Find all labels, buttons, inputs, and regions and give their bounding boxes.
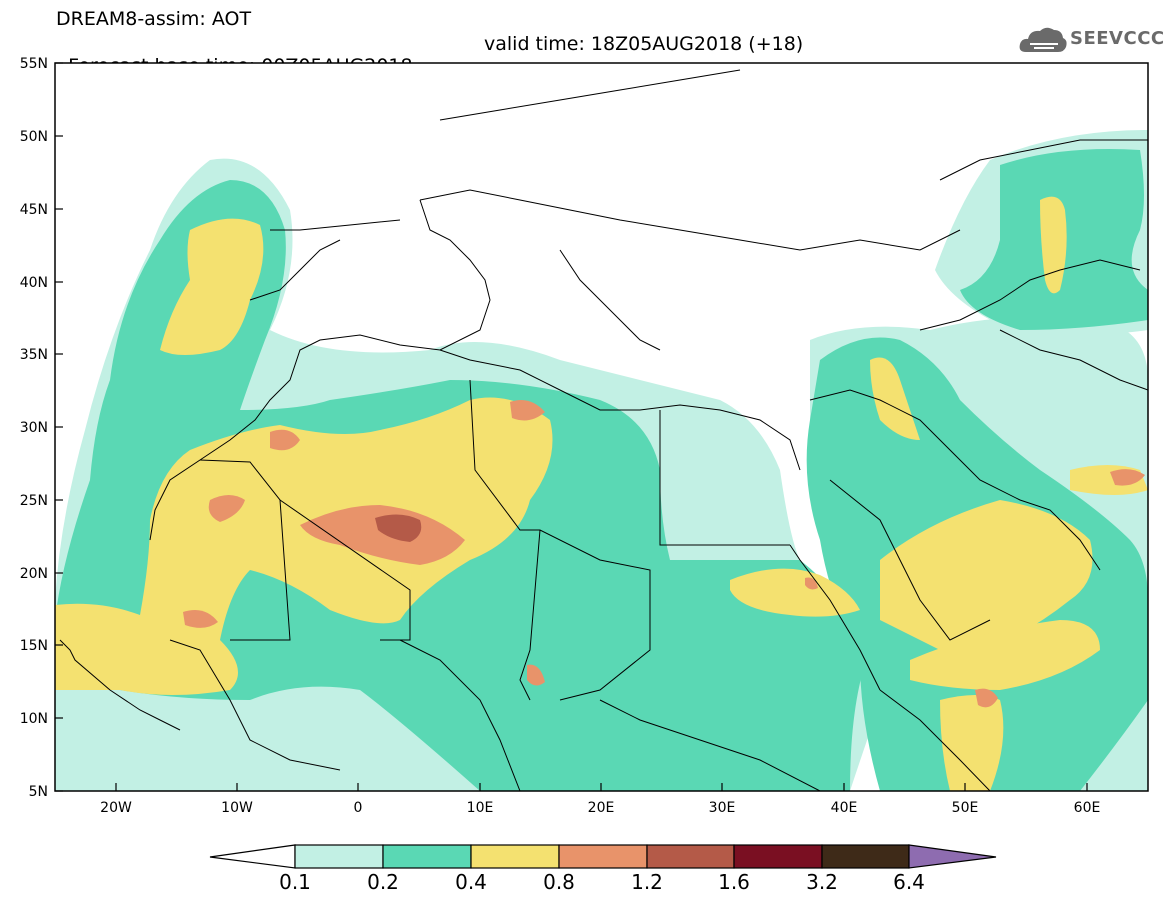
colorbar-label: 6.4 — [893, 870, 925, 894]
lon-tick-10e: 10E — [467, 800, 494, 816]
lon-tick-30e: 30E — [709, 800, 736, 816]
lon-tick-10w: 10W — [221, 800, 253, 816]
lon-tick-20e: 20E — [588, 800, 615, 816]
lat-tick-20n: 20N — [20, 566, 48, 582]
colorbar-swatch — [470, 844, 560, 869]
aot-level-0.4 — [55, 196, 1148, 791]
longitude-axis: 20W 10W 0 10E 20E 30E 40E 50E 60E — [100, 783, 1100, 816]
aot-level-1.2 — [375, 514, 422, 542]
aot-level-0.8 — [183, 399, 1145, 708]
colorbar-arrow-below — [209, 844, 296, 869]
colorbar-label: 0.1 — [279, 870, 311, 894]
latitude-axis: 55N 50N 45N 40N 35N 30N 25N 20N 15N 10N … — [20, 56, 63, 800]
valid-time: valid time: 18Z05AUG2018 (+18) — [484, 33, 804, 55]
lat-tick-5n: 5N — [29, 784, 48, 800]
lat-tick-50n: 50N — [20, 129, 48, 145]
lat-tick-10n: 10N — [20, 711, 48, 727]
colorbar-label: 1.2 — [631, 870, 663, 894]
lon-tick-0: 0 — [354, 800, 363, 816]
aot-fields — [55, 63, 1148, 791]
cloud-icon — [1019, 27, 1067, 52]
lon-tick-40e: 40E — [831, 800, 858, 816]
lon-tick-50e: 50E — [952, 800, 979, 816]
lon-tick-60e: 60E — [1074, 800, 1101, 816]
map-title: DREAM8-assim: AOT — [56, 8, 252, 30]
colorbar-swatch — [558, 844, 648, 869]
colorbar-swatch — [646, 844, 735, 869]
colorbar-label: 0.8 — [543, 870, 575, 894]
colorbar-label: 3.2 — [806, 870, 838, 894]
lat-tick-45n: 45N — [20, 202, 48, 218]
lon-tick-20w: 20W — [100, 800, 132, 816]
lat-tick-15n: 15N — [20, 638, 48, 654]
colorbar-label: 0.4 — [455, 870, 487, 894]
colorbar-arrow-above — [908, 844, 997, 869]
colorbar-swatch — [294, 844, 384, 869]
colorbar-label: 0.2 — [367, 870, 399, 894]
colorbar-swatch — [733, 844, 823, 869]
lat-tick-40n: 40N — [20, 275, 48, 291]
colorbar-swatch — [382, 844, 472, 869]
country-borders — [59, 69, 1148, 791]
colorbar-label: 1.6 — [718, 870, 750, 894]
colorbar — [209, 844, 997, 869]
lat-tick-25n: 25N — [20, 493, 48, 509]
lat-tick-30n: 30N — [20, 420, 48, 436]
lat-tick-35n: 35N — [20, 347, 48, 363]
logo-text: SEEVCCC — [1070, 28, 1165, 49]
seevccc-logo: SEEVCCC — [1018, 22, 1164, 58]
lat-tick-55n: 55N — [20, 56, 48, 72]
colorbar-swatch — [821, 844, 910, 869]
